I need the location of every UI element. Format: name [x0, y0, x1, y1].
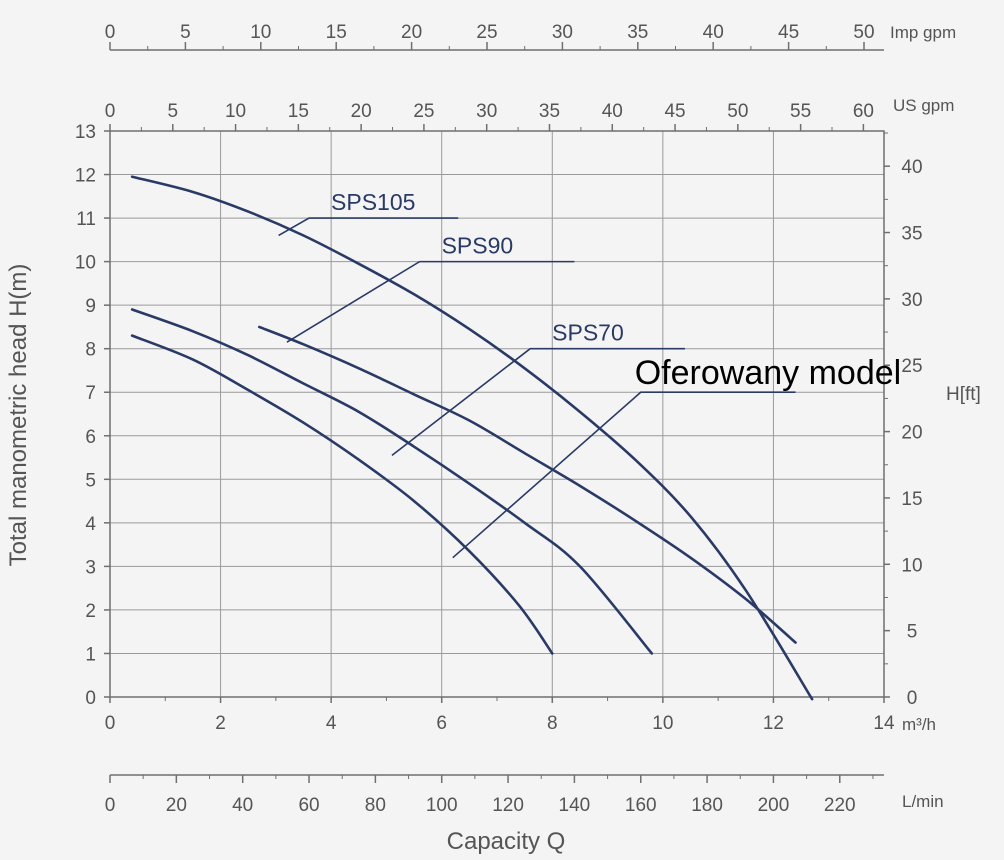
y-tick-label: 10: [75, 253, 96, 274]
impgpm-tick-label: 50: [853, 22, 874, 43]
x-tick-label: 4: [326, 713, 337, 734]
lpm-tick-label: 100: [426, 795, 458, 816]
lpm-tick-label: 160: [625, 795, 657, 816]
impgpm-tick-label: 15: [326, 22, 347, 43]
x-unit-impgpm: Imp gpm: [890, 23, 956, 42]
y-tick-label: 6: [85, 427, 96, 448]
lpm-tick-label: 200: [758, 795, 790, 816]
label-oferowany-model: Oferowany model: [635, 354, 901, 392]
impgpm-tick-label: 25: [476, 22, 497, 43]
labels: SPS105 SPS90 SPS70 Oferowany model: [331, 189, 901, 392]
ft-tick-label: 30: [901, 290, 922, 311]
y-tick-label: 9: [85, 296, 96, 317]
ft-tick-label: 5: [907, 622, 918, 643]
curve-sps90: [257, 325, 797, 644]
lpm-tick-label: 140: [559, 795, 591, 816]
grid: [110, 131, 884, 697]
impgpm-tick-label: 35: [627, 22, 648, 43]
impgpm-tick-label: 20: [401, 22, 422, 43]
leader-oferowany-model: [452, 391, 796, 559]
curve-sps70: [130, 308, 654, 655]
x-unit-lpm: L/min: [902, 792, 944, 811]
label-sps90: SPS90: [442, 233, 514, 259]
ft-tick-label: 40: [901, 157, 922, 178]
impgpm-tick-label: 45: [778, 22, 799, 43]
usgpm-tick-label: 45: [664, 101, 685, 122]
leader-sps90: [286, 260, 575, 343]
x-tick-label: 8: [547, 713, 558, 734]
label-sps105: SPS105: [331, 189, 415, 215]
impgpm-tick-label: 0: [105, 22, 116, 43]
usgpm-tick-label: 50: [727, 101, 748, 122]
x-tick-label: 2: [215, 713, 226, 734]
lpm-tick-label: 220: [824, 795, 856, 816]
y-tick-label: 3: [85, 557, 96, 578]
usgpm-tick-label: 20: [351, 101, 372, 122]
impgpm-tick-label: 5: [180, 22, 191, 43]
ft-tick-label: 25: [901, 356, 922, 377]
lpm-tick-label: 20: [166, 795, 187, 816]
lpm-tick-label: 80: [365, 795, 386, 816]
usgpm-tick-label: 15: [288, 101, 309, 122]
usgpm-tick-label: 55: [790, 101, 811, 122]
plot-frame: [109, 130, 885, 698]
lpm-tick-label: 0: [105, 795, 116, 816]
leader-sps105: [278, 217, 459, 237]
y-axis-label: Total manometric head H(m): [5, 264, 32, 567]
lpm-tick-label: 120: [492, 795, 524, 816]
x-unit-m3h: m³/h: [902, 715, 936, 734]
x-tick-label: 10: [652, 713, 673, 734]
y-tick-label: 2: [85, 601, 96, 622]
y-tick-label: 11: [76, 209, 96, 230]
impgpm-tick-label: 30: [552, 22, 573, 43]
curves: [130, 175, 814, 701]
x-tick-label: 0: [105, 713, 116, 734]
ft-tick-label: 0: [907, 688, 918, 709]
ft-tick-label: 20: [901, 423, 922, 444]
usgpm-tick-label: 35: [539, 101, 560, 122]
x-tick-label: 6: [436, 713, 447, 734]
impgpm-tick-label: 10: [250, 22, 271, 43]
usgpm-tick-label: 5: [167, 101, 178, 122]
lpm-tick-label: 60: [298, 795, 319, 816]
y-tick-label: 13: [75, 122, 96, 143]
y-tick-label: 12: [75, 166, 96, 187]
x-tick-label: 14: [873, 713, 895, 734]
lpm-tick-label: 180: [691, 795, 723, 816]
y-tick-label: 1: [85, 644, 96, 665]
y-tick-label: 7: [85, 383, 96, 404]
usgpm-tick-label: 25: [413, 101, 434, 122]
ft-tick-label: 35: [901, 224, 922, 245]
curve-oferowany-model: [130, 334, 554, 655]
y2-axis-label: H[ft]: [946, 384, 981, 405]
usgpm-tick-label: 30: [476, 101, 497, 122]
x-axis-label: Capacity Q: [447, 828, 566, 855]
usgpm-tick-label: 0: [105, 101, 116, 122]
leader-lines: [278, 217, 796, 559]
usgpm-tick-label: 10: [225, 101, 246, 122]
impgpm-tick-label: 40: [703, 22, 724, 43]
label-sps70: SPS70: [552, 320, 624, 346]
x-unit-usgpm: US gpm: [893, 96, 954, 115]
x-tick-label: 12: [763, 713, 784, 734]
lpm-tick-label: 40: [232, 795, 253, 816]
y-tick-label: 0: [85, 688, 96, 709]
curve-sps105: [130, 175, 814, 701]
y-tick-label: 5: [85, 470, 96, 491]
y-tick-label: 4: [85, 514, 96, 535]
leader-sps70: [391, 347, 685, 456]
y-tick-label: 8: [85, 340, 96, 361]
ft-tick-label: 10: [901, 555, 922, 576]
usgpm-tick-label: 40: [602, 101, 623, 122]
ft-tick-label: 15: [901, 489, 922, 510]
usgpm-tick-label: 60: [853, 101, 874, 122]
